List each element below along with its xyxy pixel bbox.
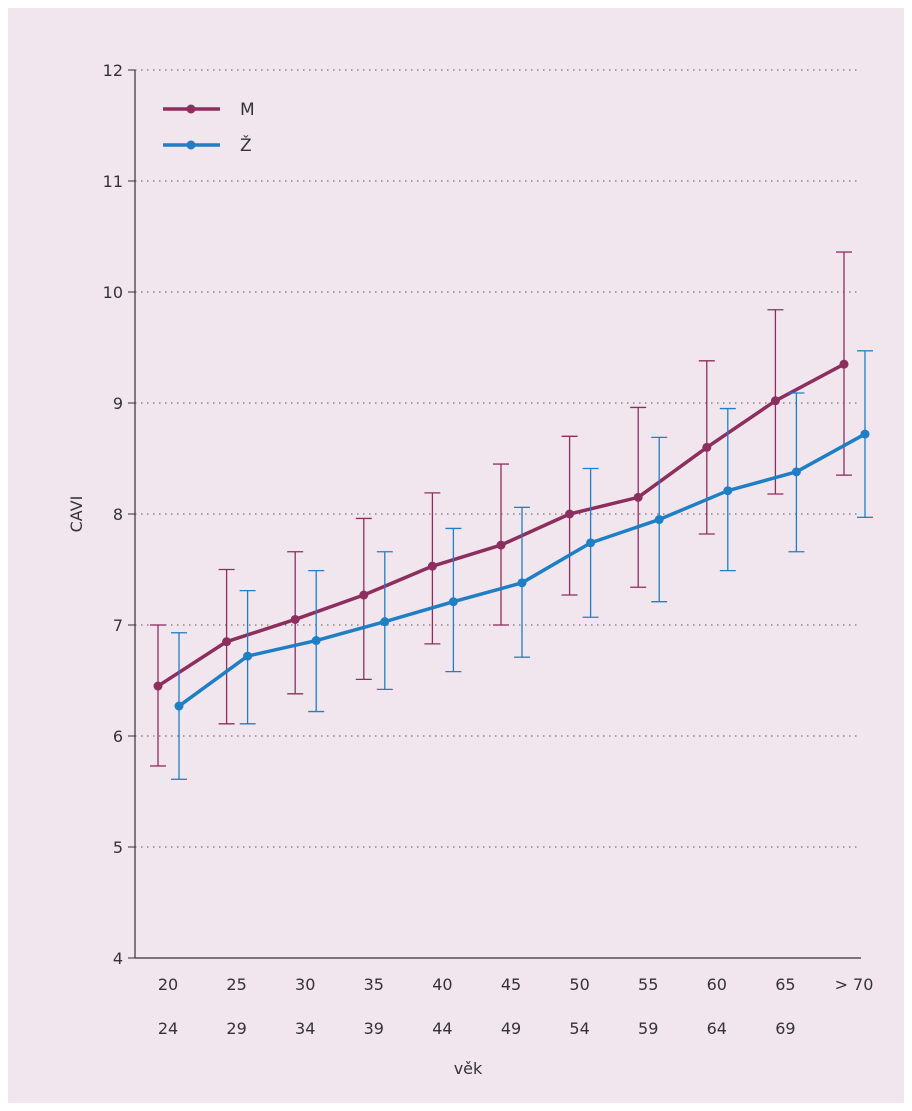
x-tick-label: 59 xyxy=(638,1019,658,1038)
series-m xyxy=(150,251,852,767)
x-tick-label: 65 xyxy=(775,975,795,994)
x-tick-label: 20 xyxy=(158,975,178,994)
x-tick-label: 30 xyxy=(295,975,315,994)
data-point xyxy=(791,467,801,477)
data-series xyxy=(150,251,873,780)
x-tick-label: > 70 xyxy=(835,975,874,994)
y-tick-label: 7 xyxy=(113,616,123,635)
data-point xyxy=(565,509,575,519)
data-point xyxy=(427,561,437,571)
x-tick-label: 25 xyxy=(226,975,246,994)
x-tick-label: 64 xyxy=(707,1019,727,1038)
y-tick-label: 10 xyxy=(103,283,123,302)
x-axis-label: věk xyxy=(454,1059,483,1078)
legend-marker xyxy=(186,104,196,114)
data-point xyxy=(770,396,780,406)
data-point xyxy=(517,578,527,588)
gridlines xyxy=(135,69,861,848)
x-tick-label: 45 xyxy=(501,975,521,994)
y-tick-label: 5 xyxy=(113,838,123,857)
y-axis-label: CAVI xyxy=(67,496,86,533)
x-tick-label: 55 xyxy=(638,975,658,994)
y-tick-label: 11 xyxy=(103,172,123,191)
data-point xyxy=(153,681,163,691)
x-tick-label: 34 xyxy=(295,1019,315,1038)
data-point xyxy=(243,651,253,661)
legend-marker xyxy=(186,140,196,150)
y-tick-label: 9 xyxy=(113,394,123,413)
legend-label: Ž xyxy=(240,134,252,156)
data-point xyxy=(839,359,849,369)
data-point xyxy=(702,442,712,452)
series-z xyxy=(171,350,873,780)
data-point xyxy=(723,486,733,496)
data-point xyxy=(654,515,664,525)
y-tick-label: 12 xyxy=(103,61,123,80)
data-point xyxy=(448,597,458,607)
data-point xyxy=(380,617,390,627)
data-point xyxy=(290,614,300,624)
line-chart: 4567891011122024252930343539404445495054… xyxy=(67,61,874,1078)
x-tick-label: 54 xyxy=(569,1019,589,1038)
axes: 4567891011122024252930343539404445495054… xyxy=(103,61,874,1038)
data-point xyxy=(311,636,321,646)
x-tick-label: 69 xyxy=(775,1019,795,1038)
data-point xyxy=(496,540,506,550)
data-point xyxy=(633,492,643,502)
y-tick-label: 6 xyxy=(113,727,123,746)
data-point xyxy=(860,429,870,439)
y-tick-label: 4 xyxy=(113,949,123,968)
x-tick-label: 40 xyxy=(432,975,452,994)
x-tick-label: 60 xyxy=(707,975,727,994)
y-tick-label: 8 xyxy=(113,505,123,524)
x-tick-label: 44 xyxy=(432,1019,452,1038)
x-tick-label: 39 xyxy=(364,1019,384,1038)
legend: MŽ xyxy=(163,100,255,156)
x-tick-label: 35 xyxy=(364,975,384,994)
x-tick-label: 49 xyxy=(501,1019,521,1038)
x-tick-label: 24 xyxy=(158,1019,178,1038)
x-tick-label: 29 xyxy=(226,1019,246,1038)
data-point xyxy=(222,637,232,647)
data-point xyxy=(586,538,596,548)
chart-background: 4 5 6 7 8 9 10 11 12 20 24 25 29 30 34 35 39 40 44 45 49 50 54… xyxy=(8,8,904,1103)
legend-label: M xyxy=(240,100,255,120)
data-point xyxy=(359,590,369,600)
data-point xyxy=(174,701,184,711)
x-tick-label: 50 xyxy=(569,975,589,994)
